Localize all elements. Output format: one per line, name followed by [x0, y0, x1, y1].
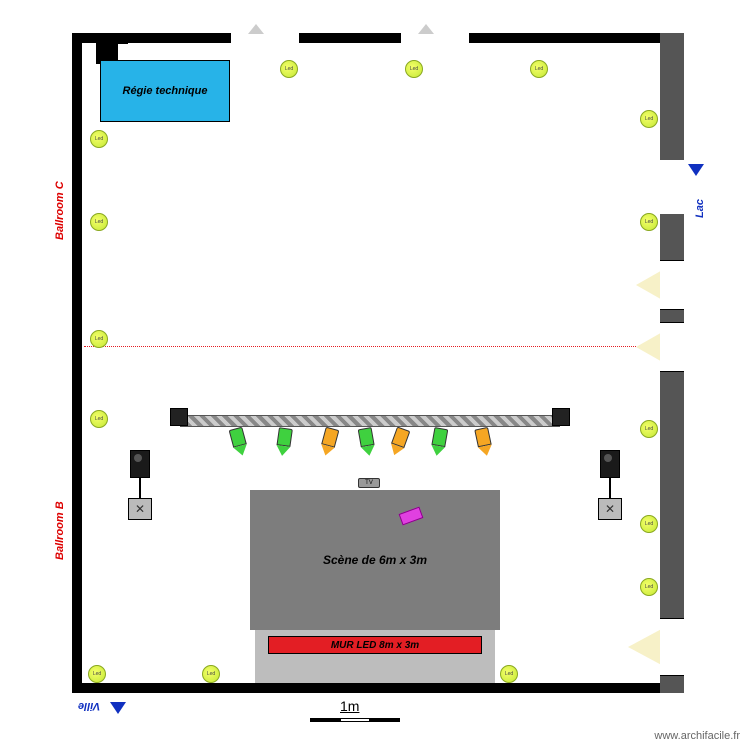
led-fixture: Led: [280, 60, 298, 78]
regie-technique: Régie technique: [100, 60, 230, 122]
wall-opening: [660, 322, 684, 372]
speaker-stand: [609, 478, 611, 498]
speaker-left: [130, 450, 150, 478]
led-fixture: Led: [640, 515, 658, 533]
speaker-right: [600, 450, 620, 478]
led-fixture: Led: [90, 213, 108, 231]
led-fixture: Led: [530, 60, 548, 78]
led-fixture: Led: [88, 665, 106, 683]
led-fixture: Led: [640, 110, 658, 128]
roof-v: [418, 24, 434, 34]
led-fixture: Led: [90, 330, 108, 348]
scale-label: 1m: [340, 698, 359, 714]
led-fixture: Led: [90, 130, 108, 148]
scale-bar: [340, 718, 370, 722]
tv-icon: TV: [358, 478, 380, 488]
spotlight: [273, 427, 295, 457]
led-fixture: Led: [640, 213, 658, 231]
roof-gap: [230, 33, 300, 43]
truss-end: [170, 408, 188, 426]
watermark: www.archifacile.fr: [654, 730, 740, 742]
murled-label: MUR LED 8m x 3m: [331, 640, 419, 651]
wall-left: [72, 33, 82, 693]
pillar-small: [118, 34, 128, 44]
arrow-ville: [110, 702, 126, 714]
led-fixture: Led: [90, 410, 108, 428]
roof-gap: [400, 33, 470, 43]
arrow-lac: [688, 164, 704, 176]
regie-label: Régie technique: [123, 85, 208, 97]
truss-end: [552, 408, 570, 426]
roof-v: [248, 24, 264, 34]
wall-opening-lac: [660, 160, 684, 214]
wall-bottom: [72, 683, 684, 693]
scale-bar: [370, 718, 400, 722]
wall-opening: [660, 618, 684, 676]
mur-led: MUR LED 8m x 3m: [268, 636, 482, 654]
led-fixture: Led: [405, 60, 423, 78]
led-fixture: Led: [640, 420, 658, 438]
speaker-stand: [139, 478, 141, 498]
led-fixture: Led: [202, 665, 220, 683]
truss: [180, 415, 560, 427]
label-ville: Ville: [78, 700, 100, 712]
label-lac: Lac: [694, 178, 706, 218]
led-fixture: Led: [640, 578, 658, 596]
led-fixture: Led: [500, 665, 518, 683]
stage-label: Scène de 6m x 3m: [323, 553, 427, 567]
subwoofer-right: [598, 498, 622, 520]
scale-bar: [310, 718, 340, 722]
label-ballroom-c: Ballroom C: [54, 140, 66, 240]
floorplan-canvas: Régie technique Led Led Led Led Led Led Led Led…: [0, 0, 750, 750]
stage: Scène de 6m x 3m: [250, 490, 500, 630]
wall-opening: [660, 260, 684, 310]
divider-line: [84, 346, 660, 347]
label-ballroom-b: Ballroom B: [54, 460, 66, 560]
wall-top: [72, 33, 672, 43]
subwoofer-left: [128, 498, 152, 520]
